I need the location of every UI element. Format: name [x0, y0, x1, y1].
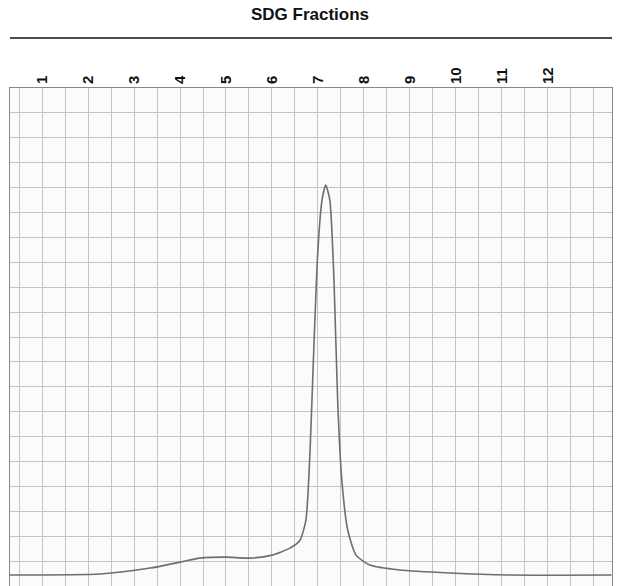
svg-text:4: 4: [171, 75, 188, 84]
svg-text:1: 1: [33, 76, 50, 84]
svg-text:12: 12: [539, 67, 556, 84]
svg-text:6: 6: [263, 76, 280, 84]
svg-text:5: 5: [217, 76, 234, 84]
svg-text:3: 3: [125, 76, 142, 84]
svg-text:2: 2: [79, 76, 96, 84]
svg-text:9: 9: [401, 76, 418, 84]
svg-text:11: 11: [493, 68, 510, 84]
svg-text:SDG Fractions: SDG Fractions: [251, 5, 369, 24]
svg-text:10: 10: [447, 67, 464, 84]
svg-text:7: 7: [309, 76, 326, 84]
svg-text:8: 8: [355, 76, 372, 84]
